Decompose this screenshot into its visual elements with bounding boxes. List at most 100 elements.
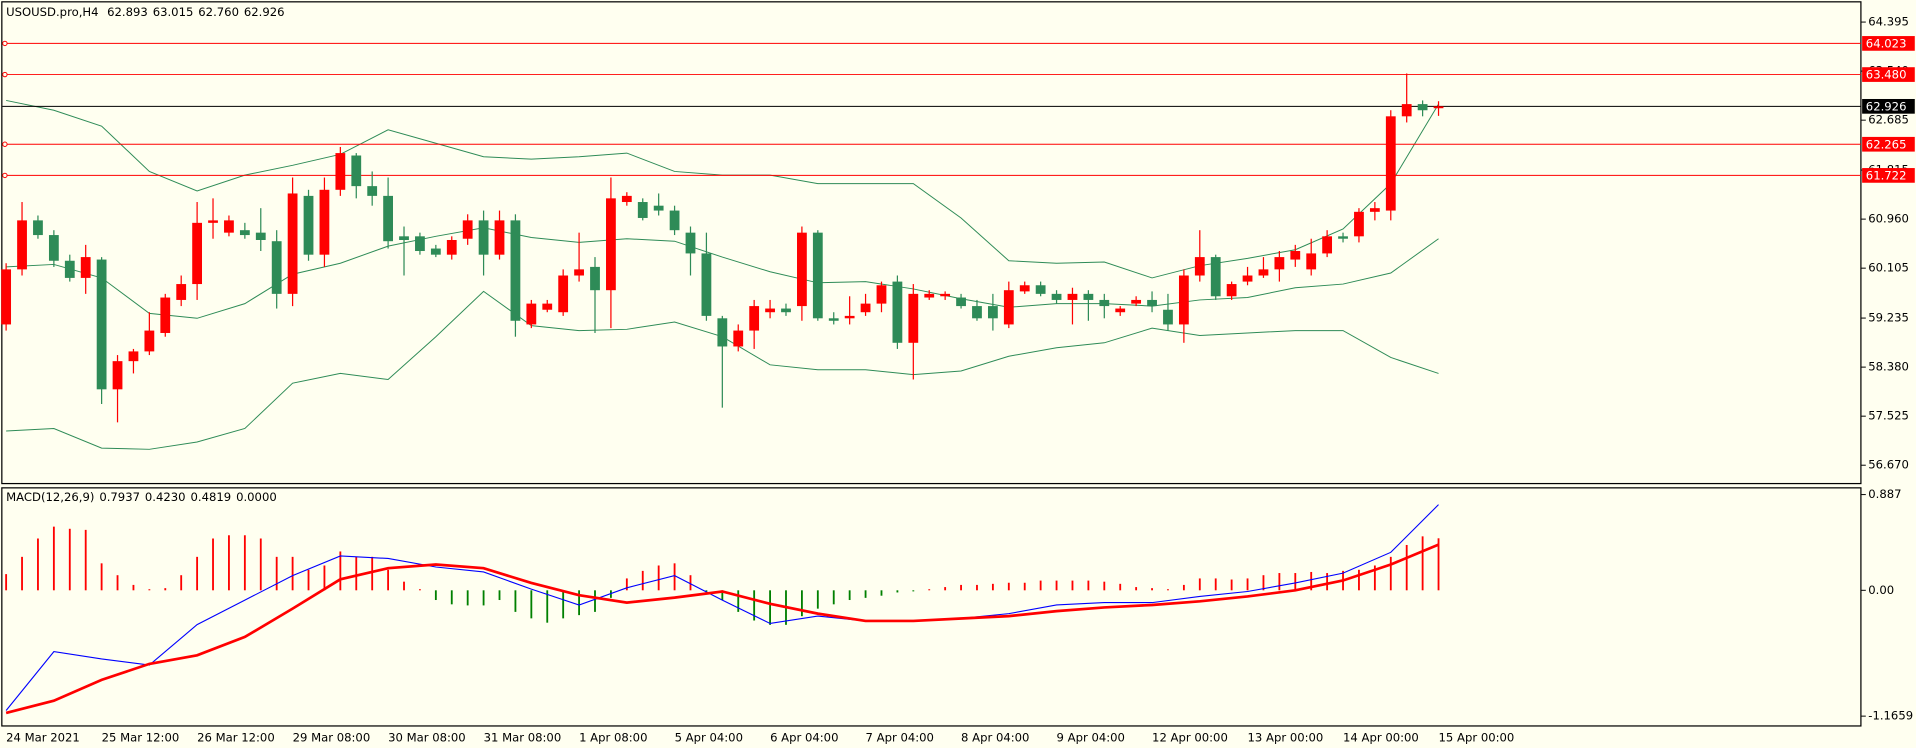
macd-header: MACD(12,26,9) 0.7937 0.4230 0.4819 0.0000: [6, 490, 277, 504]
current-price-box: [1862, 98, 1915, 114]
x-tick-label: 31 Mar 08:00: [484, 731, 562, 745]
candle-body: [940, 293, 951, 297]
macd-readout: 0.7937: [99, 490, 140, 504]
macd-line: [5, 504, 1439, 711]
candle-body: [876, 285, 887, 304]
candle-body: [383, 195, 393, 242]
candle-body: [64, 260, 75, 278]
candle-body: [96, 259, 107, 390]
y-tick-label: 58.380: [1868, 360, 1909, 374]
candle-body: [1003, 290, 1014, 325]
candle-body: [1338, 236, 1348, 239]
y-tick-label: 56.670: [1868, 458, 1909, 472]
candle-body: [987, 306, 998, 319]
candle-body: [1306, 253, 1317, 270]
candle-body: [1401, 104, 1412, 117]
candle-body: [1067, 293, 1078, 300]
candle-body: [797, 232, 807, 307]
symbol: USOUSD.pro,H4: [6, 5, 98, 19]
candle-body: [685, 232, 696, 254]
y-tick-label: 57.525: [1868, 409, 1909, 423]
level-anchor: [2, 172, 8, 179]
current-price-label: 62.926: [1866, 99, 1907, 113]
x-tick-label: 24 Mar 2021: [6, 731, 80, 745]
candle-body: [510, 220, 521, 321]
x-tick-label: 9 Apr 04:00: [1057, 731, 1125, 745]
candle-body: [128, 351, 139, 362]
candle-body: [1354, 211, 1364, 237]
signal-readout: 0.4230: [145, 490, 186, 504]
level-label-box: [1862, 136, 1915, 152]
candle-body: [17, 220, 27, 270]
y-tick-label: 64.395: [1868, 15, 1909, 29]
level-label: 63.480: [1866, 68, 1907, 82]
candle-body: [415, 236, 425, 252]
x-tick-label: 15 Apr 00:00: [1439, 731, 1515, 745]
candle-body: [367, 186, 378, 196]
candle-body: [1226, 284, 1237, 297]
y-tick-label: 60.105: [1868, 261, 1909, 275]
extra-readout: 0.0000: [236, 490, 277, 504]
candle-body: [860, 303, 871, 313]
candle-body: [526, 303, 537, 325]
x-tick-label: 29 Mar 08:00: [293, 731, 371, 745]
candle-body: [494, 220, 505, 255]
candle-body: [192, 222, 203, 285]
candle-body: [1131, 299, 1142, 304]
candle-body: [303, 195, 314, 255]
candle-body: [717, 318, 728, 347]
candle-body: [144, 330, 155, 352]
candle-body: [271, 241, 282, 294]
price-header: USOUSD.pro,H4 62.893 63.015 62.760 62.926: [6, 5, 284, 19]
level-anchor: [2, 40, 8, 47]
candle-body: [1322, 236, 1333, 254]
level-label-box: [1862, 168, 1915, 183]
candle-body: [1369, 208, 1380, 212]
candle-body: [828, 318, 839, 321]
x-tick-label: 6 Apr 04:00: [770, 731, 838, 745]
level-label-box: [1862, 67, 1915, 82]
candle-body: [1290, 251, 1301, 260]
candle-body: [637, 202, 648, 218]
candle-body: [1178, 275, 1189, 325]
candle-body: [1019, 285, 1030, 292]
close-readout: 62.926: [244, 5, 285, 19]
candle-body: [1115, 308, 1126, 313]
candle-body: [430, 248, 441, 255]
candle-body: [335, 153, 346, 190]
level-anchor: [2, 71, 8, 78]
candle-body: [478, 220, 489, 255]
histogram-readout: 0.4819: [190, 490, 231, 504]
candle-body: [1035, 285, 1046, 294]
x-tick-label: 12 Apr 00:00: [1152, 731, 1228, 745]
candle-body: [399, 236, 409, 240]
x-tick-label: 25 Mar 12:00: [102, 731, 180, 745]
candle-body: [1210, 257, 1221, 297]
y-tick-label: 60.960: [1868, 212, 1909, 226]
candle-body: [1099, 299, 1110, 307]
level-anchor: [2, 141, 8, 147]
candle-body: [112, 361, 123, 390]
signal-line: [5, 543, 1440, 715]
candle-body: [319, 189, 330, 255]
y-tick-label: 0.887: [1868, 487, 1901, 501]
candle-body: [255, 232, 266, 240]
candle-body: [590, 266, 600, 291]
candle-body: [574, 269, 584, 276]
x-tick-label: 1 Apr 08:00: [579, 731, 647, 745]
x-tick-label: 14 Apr 00:00: [1343, 731, 1419, 745]
x-tick-label: 5 Apr 04:00: [675, 731, 743, 745]
candle-body: [701, 253, 712, 316]
level-label-box: [1862, 36, 1915, 51]
macd-panel: [1, 487, 1862, 727]
candle-body: [239, 230, 250, 236]
candle-body: [1147, 299, 1157, 307]
x-tick-label: 26 Mar 12:00: [197, 731, 275, 745]
y-tick-label: 62.685: [1868, 113, 1909, 127]
macd-title: MACD(12,26,9): [6, 490, 94, 504]
candle-body: [956, 297, 966, 307]
candle-body: [1163, 309, 1173, 325]
high-readout: 63.015: [153, 5, 194, 19]
candle-body: [781, 308, 791, 313]
